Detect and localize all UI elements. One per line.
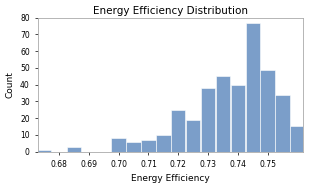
Title: Energy Efficiency Distribution: Energy Efficiency Distribution bbox=[93, 5, 248, 15]
Bar bbox=[290, 126, 305, 152]
Bar bbox=[201, 88, 215, 152]
Bar bbox=[141, 140, 156, 152]
Bar bbox=[246, 23, 260, 152]
Bar bbox=[67, 146, 81, 152]
Bar bbox=[305, 148, 309, 152]
Bar bbox=[231, 85, 245, 152]
X-axis label: Energy Efficiency: Energy Efficiency bbox=[131, 174, 210, 184]
Bar bbox=[112, 138, 126, 152]
Bar bbox=[186, 120, 201, 152]
Bar bbox=[37, 150, 51, 152]
Bar bbox=[275, 95, 290, 152]
Y-axis label: Count: Count bbox=[6, 71, 15, 98]
Bar bbox=[126, 142, 141, 152]
Bar bbox=[260, 70, 275, 152]
Bar bbox=[216, 76, 230, 152]
Bar bbox=[171, 110, 185, 152]
Bar bbox=[156, 135, 171, 152]
